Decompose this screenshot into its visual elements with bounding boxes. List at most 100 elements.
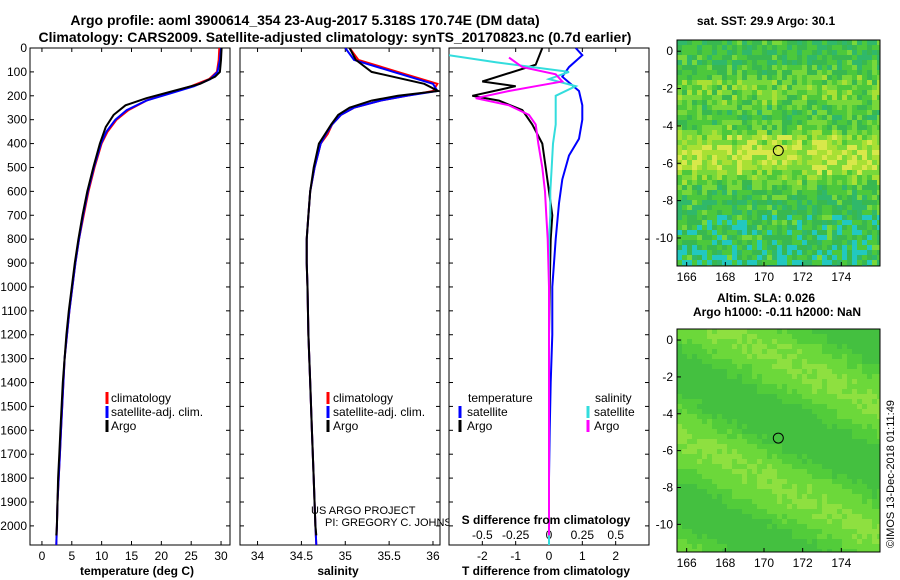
- map-cell: [827, 354, 832, 359]
- map-cell: [692, 75, 697, 80]
- map-cell: [867, 140, 872, 145]
- map-cell: [737, 180, 742, 185]
- map-cell: [857, 45, 862, 50]
- map-cell: [782, 175, 787, 180]
- map-cell: [807, 100, 812, 105]
- map-cell: [727, 529, 732, 534]
- map-cell: [692, 389, 697, 394]
- map-cell: [697, 439, 702, 444]
- map-cell: [842, 220, 847, 225]
- map-cell: [732, 250, 737, 255]
- map-cell: [762, 459, 767, 464]
- depth-tick-label: 1000: [0, 280, 27, 294]
- map-x-tick-label: 170: [754, 270, 774, 284]
- map-cell: [782, 339, 787, 344]
- map-cell: [767, 140, 772, 145]
- map-cell: [842, 85, 847, 90]
- map-cell: [817, 125, 822, 130]
- s-diff-tick-label: 0.25: [571, 528, 595, 542]
- map-cell: [842, 125, 847, 130]
- map-cell: [737, 40, 742, 45]
- map-cell: [752, 230, 757, 235]
- difference-legend: temperature salinity satellite Argo sate…: [458, 391, 635, 433]
- map-cell: [787, 359, 792, 364]
- map-cell: [697, 379, 702, 384]
- map-cell: [687, 225, 692, 230]
- map-cell: [752, 464, 757, 469]
- map-cell: [822, 534, 827, 539]
- map-cell: [717, 369, 722, 374]
- map-cell: [687, 549, 692, 552]
- map-cell: [857, 185, 862, 190]
- map-cell: [807, 474, 812, 479]
- map-cell: [697, 549, 702, 552]
- map-cell: [752, 524, 757, 529]
- map-cell: [677, 404, 682, 409]
- map-cell: [877, 95, 880, 100]
- map-cell: [857, 334, 862, 339]
- map-cell: [727, 225, 732, 230]
- map-cell: [692, 334, 697, 339]
- map-cell: [762, 105, 767, 110]
- map-cell: [767, 404, 772, 409]
- map-cell: [877, 160, 880, 165]
- map-cell: [837, 195, 842, 200]
- x-tick-label: 0: [39, 549, 46, 563]
- map-cell: [687, 70, 692, 75]
- map-cell: [787, 434, 792, 439]
- map-cell: [817, 454, 822, 459]
- map-cell: [777, 409, 782, 414]
- map-cell: [682, 50, 687, 55]
- map-cell: [687, 90, 692, 95]
- map-cell: [742, 339, 747, 344]
- map-cell: [867, 379, 872, 384]
- map-cell: [717, 135, 722, 140]
- map-cell: [752, 85, 757, 90]
- map-cell: [872, 344, 877, 349]
- map-cell: [687, 534, 692, 539]
- map-cell: [687, 439, 692, 444]
- map-cell: [772, 394, 777, 399]
- map-cell: [732, 449, 737, 454]
- map-cell: [687, 120, 692, 125]
- map-cell: [767, 170, 772, 175]
- map-cell: [867, 349, 872, 354]
- map-cell: [702, 70, 707, 75]
- map-cell: [837, 549, 842, 552]
- map-cell: [677, 70, 682, 75]
- map-cell: [872, 379, 877, 384]
- map-cell: [842, 165, 847, 170]
- map-cell: [762, 60, 767, 65]
- map-cell: [742, 205, 747, 210]
- map-cell: [872, 90, 877, 95]
- map-cell: [872, 424, 877, 429]
- map-cell: [842, 140, 847, 145]
- map-cell: [837, 210, 842, 215]
- map-cell: [702, 359, 707, 364]
- map-cell: [847, 474, 852, 479]
- map-cell: [702, 354, 707, 359]
- map-cell: [832, 240, 837, 245]
- map-cell: [687, 459, 692, 464]
- map-cell: [687, 65, 692, 70]
- map-cell: [712, 339, 717, 344]
- map-cell: [817, 334, 822, 339]
- map-cell: [787, 389, 792, 394]
- map-cell: [767, 499, 772, 504]
- map-cell: [727, 50, 732, 55]
- salinity-axis-ticks: 34 34.5 35 35.5 36: [251, 48, 440, 563]
- map-cell: [682, 384, 687, 389]
- map-cell: [772, 424, 777, 429]
- map-cell: [707, 514, 712, 519]
- map-cell: [752, 504, 757, 509]
- map-cell: [837, 260, 842, 265]
- map-cell: [797, 185, 802, 190]
- map-cell: [707, 404, 712, 409]
- map-cell: [857, 359, 862, 364]
- map-cell: [727, 230, 732, 235]
- map-cell: [677, 529, 682, 534]
- map-cell: [867, 95, 872, 100]
- map-cell: [822, 539, 827, 544]
- map-cell: [702, 250, 707, 255]
- map-cell: [872, 369, 877, 374]
